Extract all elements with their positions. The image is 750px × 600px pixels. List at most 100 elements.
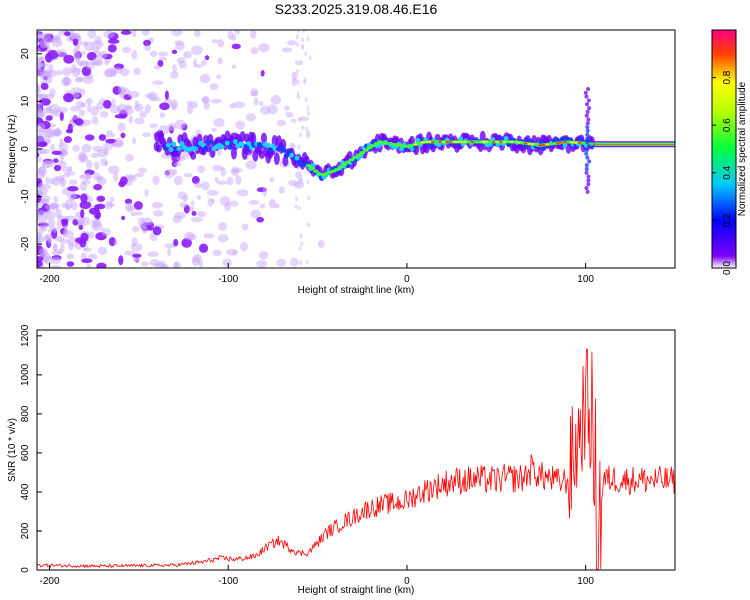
spike-blob — [587, 159, 592, 164]
noise-blob — [60, 174, 65, 185]
noise-blob — [101, 227, 111, 236]
noise-blob — [92, 145, 104, 152]
noise-blob — [194, 30, 201, 38]
noise-blob — [74, 118, 84, 126]
ridge-peak — [341, 162, 348, 167]
noise-blob — [303, 79, 307, 85]
noise-blob — [37, 231, 42, 242]
noise-blob — [81, 143, 92, 153]
noise-blob — [234, 30, 241, 35]
noise-blob — [90, 152, 99, 159]
noise-blob — [119, 68, 130, 77]
noise-blob — [181, 237, 192, 248]
noise-blob — [241, 223, 249, 231]
noise-blob — [306, 106, 310, 112]
noise-blob — [69, 179, 78, 186]
noise-blob — [290, 257, 299, 267]
noise-blob — [52, 242, 58, 253]
noise-blob — [173, 161, 182, 167]
noise-blob — [49, 265, 62, 268]
noise-blob — [152, 80, 164, 86]
noise-blob — [54, 34, 62, 43]
noise-blob — [37, 106, 43, 116]
noise-blob — [186, 100, 193, 107]
snr-series-line — [37, 348, 675, 570]
noise-blob — [193, 64, 203, 69]
noise-blob — [305, 259, 309, 265]
noise-blob — [296, 30, 300, 34]
noise-blob — [204, 55, 210, 61]
noise-blob — [76, 67, 81, 75]
noise-blob — [96, 176, 104, 181]
noise-blob — [209, 83, 219, 90]
ridge-core — [498, 136, 504, 142]
noise-blob — [132, 253, 142, 258]
spike-blob — [585, 132, 590, 137]
noise-blob — [172, 215, 182, 224]
noise-blob — [256, 216, 264, 223]
noise-blob — [80, 208, 85, 219]
noise-blob — [211, 39, 219, 44]
ridge-envelope — [260, 132, 267, 144]
noise-blob — [67, 185, 79, 192]
top-y-ticks: -20 -10 0 10 20 — [20, 48, 42, 251]
noise-blob — [306, 36, 310, 42]
ridge-peak — [334, 167, 341, 171]
noise-blob — [172, 64, 177, 73]
noise-blob — [72, 38, 79, 46]
spectrogram-frame — [36, 29, 676, 269]
colorbar-tick-label: 0.4 — [722, 165, 733, 179]
noise-blob — [83, 247, 92, 252]
spike-blob — [584, 147, 589, 152]
noise-blob — [134, 117, 145, 125]
ridge-peak — [359, 150, 366, 155]
noise-blob — [182, 194, 189, 203]
noise-blob — [104, 160, 109, 166]
noise-blob — [124, 106, 134, 116]
noise-blob — [297, 180, 301, 186]
noise-blob — [53, 158, 59, 163]
noise-blob — [167, 123, 176, 131]
noise-blob — [141, 30, 150, 36]
noise-blob — [56, 219, 62, 230]
noise-blob — [219, 196, 231, 206]
noise-blob — [111, 98, 116, 108]
noise-blob — [299, 233, 303, 239]
noise-blob — [260, 69, 265, 77]
colorbar-tick-label: 0.0 — [722, 261, 733, 275]
y-tick-label: 400 — [20, 483, 31, 500]
ridge-core — [541, 145, 547, 151]
colorbar-gradient — [711, 29, 737, 269]
noise-blob — [75, 57, 81, 64]
ridge-core — [562, 142, 568, 148]
noise-blob — [149, 259, 161, 267]
y-tick-label: 1000 — [20, 363, 31, 386]
ridge-peak — [366, 146, 373, 150]
noise-blob — [140, 261, 149, 267]
noise-blob — [134, 172, 144, 178]
noise-blob — [183, 173, 193, 178]
noise-blob — [105, 133, 116, 138]
noise-blob — [286, 40, 297, 46]
noise-blob — [64, 199, 73, 210]
noise-blob — [63, 171, 71, 178]
noise-blob — [100, 111, 109, 118]
ridge-core — [283, 153, 289, 159]
noise-blob — [270, 95, 282, 105]
ridge-core — [506, 142, 512, 148]
noise-blob — [53, 195, 59, 203]
noise-blob — [113, 239, 118, 246]
colorbar-label: Normalized spectral amplitude — [737, 81, 748, 216]
noise-blob — [289, 143, 296, 149]
stable-band — [594, 143, 675, 145]
x-tick-label: 0 — [404, 274, 410, 285]
noise-blob — [248, 200, 260, 206]
noise-blob — [72, 33, 78, 39]
noise-blob — [299, 177, 303, 183]
noise-blob — [193, 182, 203, 188]
noise-blob — [217, 57, 223, 65]
ridge-core — [165, 142, 171, 148]
noise-blob — [157, 59, 164, 67]
noise-blob — [60, 148, 66, 157]
noise-blob — [183, 51, 192, 59]
